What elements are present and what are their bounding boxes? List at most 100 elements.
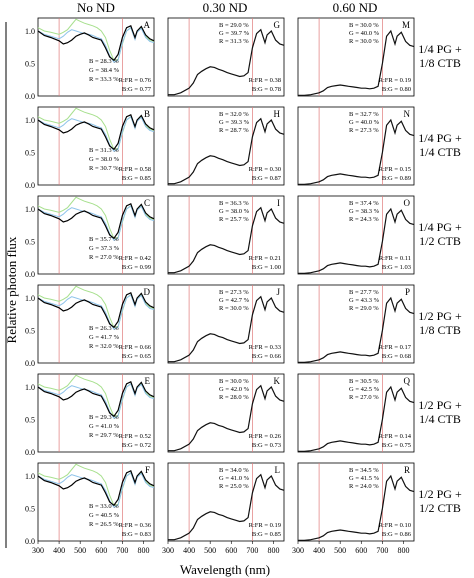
row-label: 1/8 CTB (419, 323, 461, 337)
bgr-percentage: G = 42.0 % (219, 386, 250, 393)
r-fr-ratio: R:FR = 0.42 (119, 255, 151, 262)
panel-letter: J (276, 287, 280, 297)
panel-frame (297, 106, 415, 186)
y-tick-label: 0.0 (25, 181, 35, 190)
y-tick-label: 0.5 (25, 416, 35, 425)
bgr-percentage: R = 24.0 % (349, 483, 379, 490)
bgr-percentage: B = 27.7 % (349, 289, 379, 296)
bgr-percentage: G = 38.3 % (349, 208, 380, 215)
y-tick-label: 0.5 (25, 149, 35, 158)
r-fr-ratio: R:FR = 0.19 (249, 522, 281, 529)
panel-frame (167, 106, 285, 186)
r-fr-ratio: R:FR = 0.17 (379, 344, 412, 351)
panel-frame (167, 195, 285, 275)
b-g-ratio: B:G = 0.68 (382, 353, 411, 360)
x-tick-label: 300 (292, 546, 304, 555)
r-fr-ratio: R:FR = 0.58 (119, 166, 151, 173)
series-nd-line (168, 117, 285, 185)
panel-letter: P (405, 287, 410, 297)
b-g-ratio: B:G = 0.83 (122, 531, 151, 538)
series-black-line (37, 380, 155, 418)
bgr-percentage: B = 30.0 % (349, 22, 379, 29)
y-tick-label: 0.0 (25, 448, 35, 457)
bgr-percentage: G = 43.3 % (349, 297, 380, 304)
y-tick-label: 0.0 (25, 537, 35, 546)
row-label: 1/4 PG + (418, 220, 462, 234)
x-tick-label: 400 (183, 546, 195, 555)
x-tick-label: 400 (53, 546, 65, 555)
row-label: 1/8 CTB (419, 56, 461, 70)
bgr-percentage: B = 37.4 % (349, 200, 379, 207)
column-headers: No ND 0.30 ND 0.60 ND (77, 0, 377, 15)
series-black-line (37, 202, 155, 240)
column-header-0-30-nd: 0.30 ND (203, 0, 248, 15)
bgr-percentage: B = 26.3 % (89, 325, 119, 332)
y-tick-label: 0.5 (25, 60, 35, 69)
row-label: 1/2 CTB (419, 234, 461, 248)
bgr-percentage: G = 37.3 % (89, 245, 120, 252)
panel-letter: B (144, 109, 150, 119)
bgr-percentage: R = 32.0 % (89, 343, 119, 350)
column-header-no-nd: No ND (77, 0, 115, 15)
bgr-percentage: B = 30.0 % (219, 378, 249, 385)
panel-letter: A (144, 20, 151, 30)
bgr-percentage: B = 33.0 % (89, 503, 119, 510)
panel-C: 0.0 0.5 1.0 C B = 35.7 % G = 37.3 % R = 27.0 %… (25, 195, 155, 279)
row-label: 1/2 CTB (419, 501, 461, 515)
b-g-ratio: B:G = 0.87 (252, 175, 282, 182)
panel-letter: N (404, 109, 411, 119)
bgr-percentage: B = 36.3 % (219, 200, 249, 207)
panel-M: M B = 30.0 %G = 40.0 %R = 30.0 % R:FR = 0.… (297, 17, 415, 97)
x-tick-label: 700 (116, 546, 128, 555)
series-black-line (37, 291, 155, 329)
panel-letter: H (274, 109, 281, 119)
bgr-percentage: B = 28.3 % (89, 58, 119, 65)
y-tick-label: 1.0 (25, 116, 35, 125)
bgr-percentage: B = 31.3 % (89, 147, 119, 154)
b-g-ratio: B:G = 1.03 (382, 264, 411, 271)
y-tick-label: 1.0 (25, 205, 35, 214)
bgr-percentage: R = 29.0 % (349, 305, 379, 312)
row-label: 1/2 PG + (418, 487, 462, 501)
panel-letter: E (145, 376, 151, 386)
b-g-ratio: B:G = 0.75 (382, 442, 411, 449)
r-fr-ratio: R:FR = 0.14 (379, 433, 412, 440)
panel-letter: Q (404, 376, 411, 386)
b-g-ratio: B:G = 0.85 (122, 175, 151, 182)
bgr-percentage: R = 27.0 % (89, 254, 119, 261)
panel-frame (37, 284, 155, 364)
series-nd-line (168, 295, 285, 363)
bgr-percentage: R = 31.3 % (219, 38, 249, 45)
bgr-percentage: G = 42.7 % (219, 297, 250, 304)
panel-I: I B = 36.3 %G = 38.0 %R = 25.7 % R:FR = 0.… (167, 195, 285, 275)
bgr-percentage: B = 35.7 % (89, 236, 119, 243)
r-fr-ratio: R:FR = 0.38 (249, 77, 281, 84)
panel-frame (167, 17, 285, 97)
b-g-ratio: B:G = 0.89 (382, 175, 411, 182)
panel-frame (297, 195, 415, 275)
r-fr-ratio: R:FR = 0.52 (119, 433, 151, 440)
r-fr-ratio: R:FR = 0.19 (379, 77, 411, 84)
bgr-percentage: B = 34.5 % (349, 467, 379, 474)
panel-letter: M (402, 20, 410, 30)
row-label: 1/4 CTB (419, 145, 461, 159)
bgr-percentage: G = 40.0 % (349, 30, 380, 37)
bgr-percentage: R = 25.0 % (219, 483, 249, 490)
panel-K: K B = 30.0 %G = 42.0 %R = 28.0 % R:FR = 0.… (167, 373, 285, 453)
panel-letter: K (274, 376, 281, 386)
panel-frame (167, 284, 285, 364)
bgr-percentage: G = 41.5 % (349, 475, 380, 482)
bgr-percentage: B = 32.0 % (219, 111, 249, 118)
panel-frame (37, 195, 155, 275)
b-g-ratio: B:G = 0.73 (252, 442, 281, 449)
series-black-line (37, 113, 155, 151)
b-g-ratio: B:G = 0.77 (122, 86, 152, 93)
bgr-percentage: R = 25.7 % (219, 216, 249, 223)
panel-frame (37, 106, 155, 186)
series-nd-line (298, 207, 415, 274)
bgr-percentage: R = 33.3 % (89, 76, 119, 83)
bgr-percentage: R = 24.3 % (349, 216, 379, 223)
b-g-ratio: B:G = 0.72 (122, 442, 151, 449)
y-tick-label: 0.5 (25, 238, 35, 247)
